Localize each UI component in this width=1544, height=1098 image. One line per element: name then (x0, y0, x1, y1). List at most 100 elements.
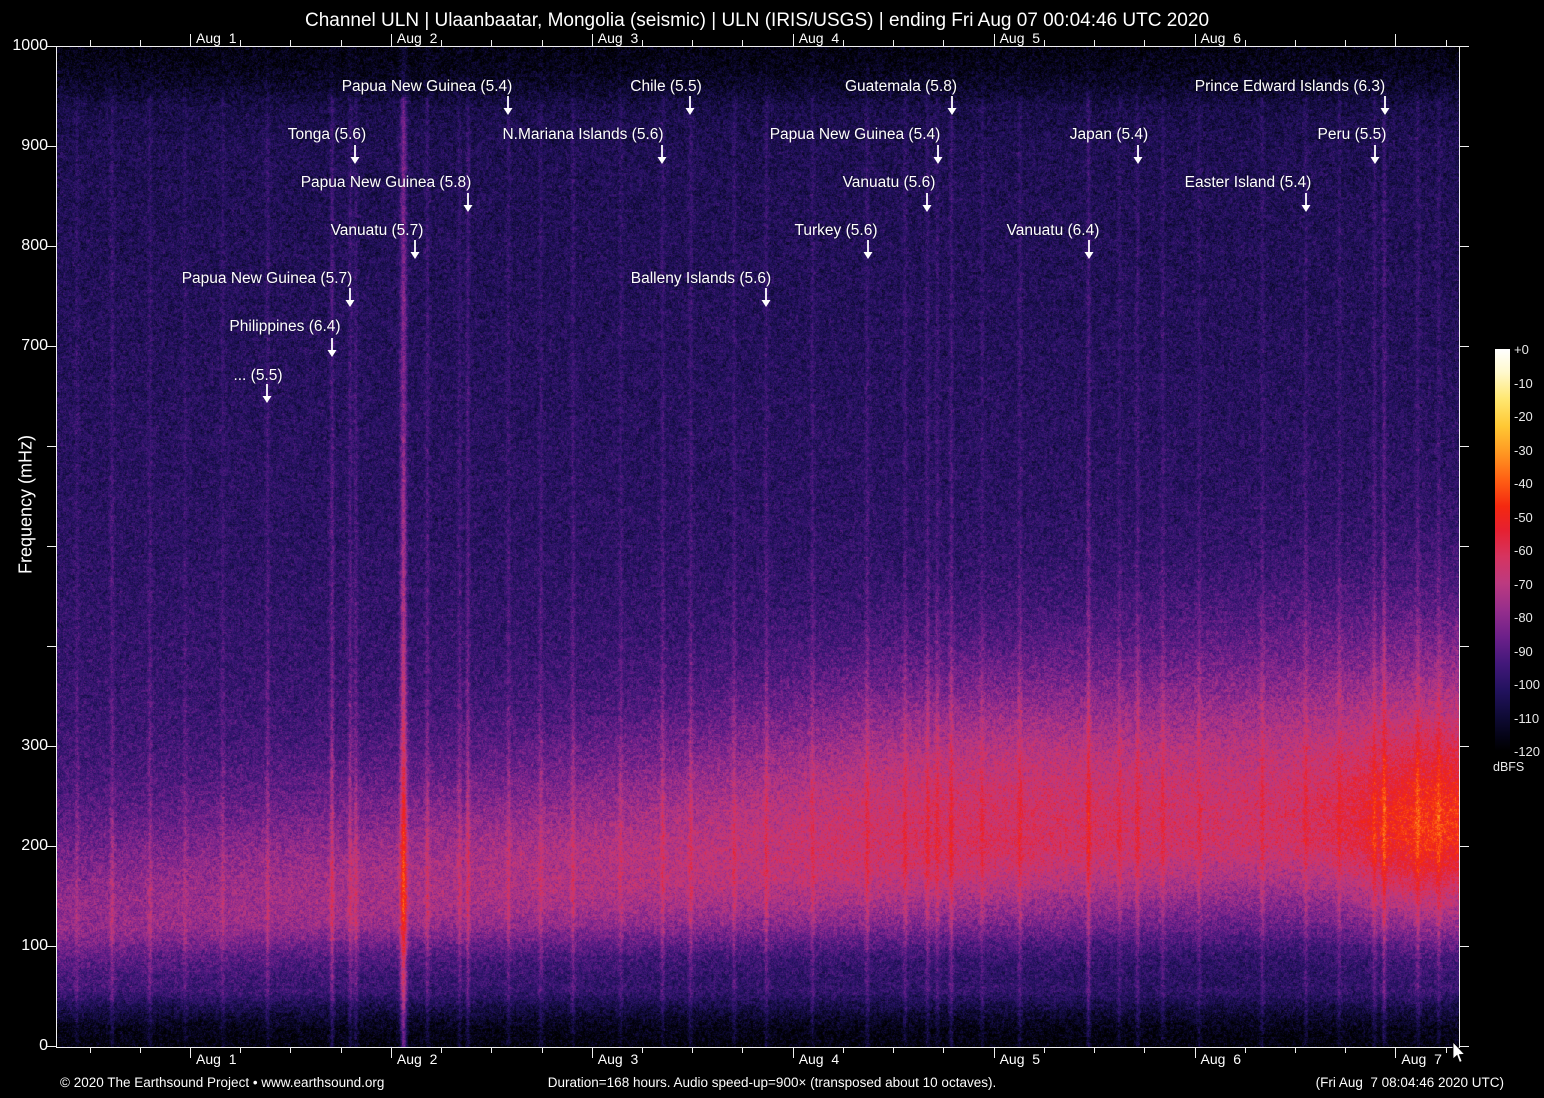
x-tick-minor-top (1144, 40, 1145, 46)
x-tick-minor-top (90, 40, 91, 46)
x-tick-label-top: Aug 4 (799, 31, 839, 45)
event-label: Vanuatu (5.7) (331, 223, 424, 239)
x-tick-minor-top (642, 40, 643, 46)
colorbar-tick-label: -50 (1514, 511, 1533, 524)
x-tick-major-bottom (190, 1048, 191, 1058)
x-tick-minor-top (341, 40, 342, 46)
x-tick-minor-bottom (1245, 1048, 1246, 1053)
y-tick-label: 300 (0, 738, 48, 754)
event-label: Easter Island (5.4) (1185, 175, 1312, 191)
event-label: Japan (5.4) (1070, 127, 1148, 143)
x-tick-minor-bottom (1446, 1048, 1447, 1053)
colorbar-tick-label: -40 (1514, 477, 1533, 490)
y-tick-right (1460, 146, 1469, 147)
colorbar-tick-label: -100 (1514, 678, 1540, 691)
y-tick-right (1460, 346, 1469, 347)
x-tick-minor-bottom (1345, 1048, 1346, 1053)
down-arrow-icon (1132, 145, 1144, 165)
y-tick-label: 1000 (0, 38, 48, 54)
colorbar-tick-label: -20 (1514, 410, 1533, 423)
x-tick-minor-top (542, 40, 543, 46)
x-tick-label-bottom: Aug 2 (397, 1052, 437, 1066)
x-tick-minor-top (1295, 40, 1296, 46)
down-arrow-icon (684, 96, 696, 116)
y-tick-left (47, 646, 56, 647)
x-tick-minor-top (692, 40, 693, 46)
spectrogram-screenshot: { "title": "Channel ULN | Ulaanbaatar, M… (0, 0, 1544, 1098)
y-tick-right (1460, 246, 1469, 247)
x-tick-minor-bottom (692, 1048, 693, 1053)
y-tick-right (1460, 46, 1469, 47)
y-tick-left (47, 346, 56, 347)
y-tick-left (47, 1046, 56, 1047)
x-tick-label-top: Aug 5 (1000, 31, 1040, 45)
down-arrow-icon (344, 288, 356, 308)
x-tick-major-top (391, 34, 392, 46)
colorbar-tick-label: -90 (1514, 645, 1533, 658)
x-tick-minor-bottom (742, 1048, 743, 1053)
down-arrow-icon (1300, 193, 1312, 213)
x-tick-label-bottom: Aug 3 (598, 1052, 638, 1066)
event-label: Papua New Guinea (5.8) (301, 175, 472, 191)
x-tick-major-bottom (391, 1048, 392, 1058)
y-tick-right (1460, 746, 1469, 747)
x-tick-minor-bottom (341, 1048, 342, 1053)
x-tick-minor-bottom (491, 1048, 492, 1053)
chart-title: Channel ULN | Ulaanbaatar, Mongolia (sei… (305, 10, 1209, 32)
y-tick-left (47, 146, 56, 147)
x-tick-label-bottom: Aug 6 (1201, 1052, 1241, 1066)
x-tick-label-bottom: Aug 1 (196, 1052, 236, 1066)
down-arrow-icon (261, 384, 273, 404)
x-tick-minor-bottom (240, 1048, 241, 1053)
x-tick-minor-bottom (140, 1048, 141, 1053)
y-tick-left (47, 846, 56, 847)
event-label: Balleny Islands (5.6) (631, 271, 771, 287)
down-arrow-icon (1083, 240, 1095, 260)
x-tick-label-bottom: Aug 7 (1401, 1052, 1441, 1066)
x-tick-minor-bottom (290, 1048, 291, 1053)
x-tick-minor-top (290, 40, 291, 46)
x-tick-major-bottom (994, 1048, 995, 1058)
x-tick-minor-top (240, 40, 241, 46)
y-tick-left (47, 246, 56, 247)
x-tick-minor-bottom (843, 1048, 844, 1053)
down-arrow-icon (656, 145, 668, 165)
x-tick-minor-bottom (441, 1048, 442, 1053)
event-label: Chile (5.5) (630, 79, 702, 95)
x-tick-minor-top (843, 40, 844, 46)
event-label: Philippines (6.4) (229, 319, 340, 335)
x-tick-minor-top (1245, 40, 1246, 46)
footer-duration: Duration=168 hours. Audio speed-up=900× … (0, 1076, 1544, 1090)
x-tick-minor-bottom (893, 1048, 894, 1053)
x-tick-minor-bottom (1144, 1048, 1145, 1053)
down-arrow-icon (349, 145, 361, 165)
x-tick-minor-bottom (542, 1048, 543, 1053)
colorbar-unit-label: dBFS (1493, 760, 1524, 774)
x-tick-minor-top (1044, 40, 1045, 46)
colorbar-tick-label: -110 (1514, 712, 1539, 725)
y-tick-left (47, 946, 56, 947)
y-tick-label: 900 (0, 138, 48, 154)
event-label: N.Mariana Islands (5.6) (502, 127, 663, 143)
colorbar-tick-label: -30 (1514, 444, 1533, 457)
event-label: ... (5.5) (233, 368, 282, 384)
y-tick-right (1460, 446, 1469, 447)
down-arrow-icon (862, 240, 874, 260)
x-tick-major-top (592, 34, 593, 46)
down-arrow-icon (462, 193, 474, 213)
event-label: Vanuatu (5.6) (843, 175, 936, 191)
colorbar-tick-label: +0 (1514, 343, 1529, 356)
event-label: Peru (5.5) (1318, 127, 1387, 143)
y-tick-label: 700 (0, 338, 48, 354)
y-tick-label: 800 (0, 238, 48, 254)
y-tick-label: 0 (0, 1038, 48, 1054)
x-tick-major-top (793, 34, 794, 46)
x-tick-minor-bottom (943, 1048, 944, 1053)
event-label: Guatemala (5.8) (845, 79, 957, 95)
x-tick-major-top (994, 34, 995, 46)
y-tick-right (1460, 846, 1469, 847)
down-arrow-icon (1379, 96, 1391, 116)
event-label: Prince Edward Islands (6.3) (1195, 79, 1385, 95)
down-arrow-icon (502, 96, 514, 116)
x-tick-minor-top (943, 40, 944, 46)
